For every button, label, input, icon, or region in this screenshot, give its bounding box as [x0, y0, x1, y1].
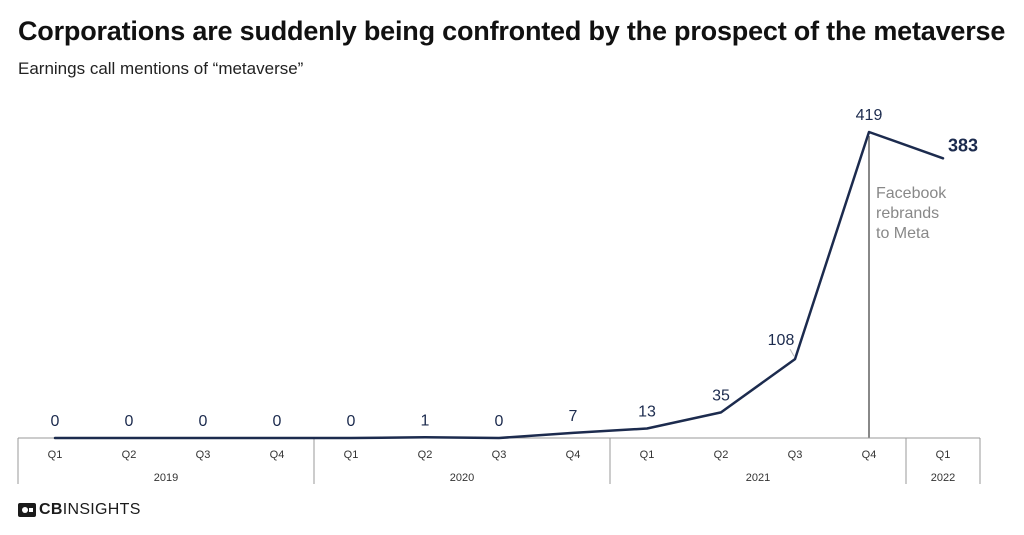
year-group-label: 2022: [931, 472, 955, 484]
data-label: 1: [421, 412, 430, 429]
data-label: 0: [347, 413, 356, 430]
x-tick-label: Q2: [122, 449, 137, 461]
data-label: 0: [125, 413, 134, 430]
logo-text-bold: CB: [39, 501, 63, 518]
series-line: [53, 130, 945, 440]
chart-title: Corporations are suddenly being confront…: [18, 16, 1006, 46]
data-label: 7: [569, 408, 578, 425]
x-tick-label: Q2: [714, 449, 729, 461]
x-tick-label: Q3: [196, 449, 211, 461]
data-label: 13: [638, 404, 656, 421]
annotation-text-line: Facebook: [876, 185, 947, 202]
year-group-label: 2019: [154, 472, 178, 484]
x-tick-label: Q2: [418, 449, 433, 461]
x-tick-label: Q4: [566, 449, 581, 461]
x-tick-label: Q4: [270, 449, 285, 461]
x-tick-label: Q1: [936, 449, 951, 461]
data-label: 383: [948, 135, 978, 155]
logo-text-regular: INSIGHTS: [62, 501, 141, 518]
data-label: 108: [768, 332, 795, 349]
data-label: 419: [856, 107, 883, 124]
cb-insights-logo-icon: [18, 503, 36, 517]
data-label: 0: [51, 413, 60, 430]
annotation-text-line: to Meta: [876, 225, 929, 242]
data-label: 35: [712, 387, 730, 404]
annotation-text-line: rebrands: [876, 205, 939, 222]
x-tick-label: Q1: [48, 449, 63, 461]
x-tick-label: Q4: [862, 449, 877, 461]
x-tick-label: Q3: [788, 449, 803, 461]
year-group-label: 2021: [746, 472, 770, 484]
data-label-leader: [789, 348, 795, 357]
year-group-label: 2020: [450, 472, 474, 484]
data-label: 0: [495, 413, 504, 430]
chart-subtitle: Earnings call mentions of “metaverse”: [18, 59, 304, 78]
x-tick-label: Q1: [640, 449, 655, 461]
x-tick-label: Q1: [344, 449, 359, 461]
x-tick-label: Q3: [492, 449, 507, 461]
data-label: 0: [199, 413, 208, 430]
data-label: 0: [273, 413, 282, 430]
cb-insights-logo: CB INSIGHTS: [18, 501, 141, 519]
